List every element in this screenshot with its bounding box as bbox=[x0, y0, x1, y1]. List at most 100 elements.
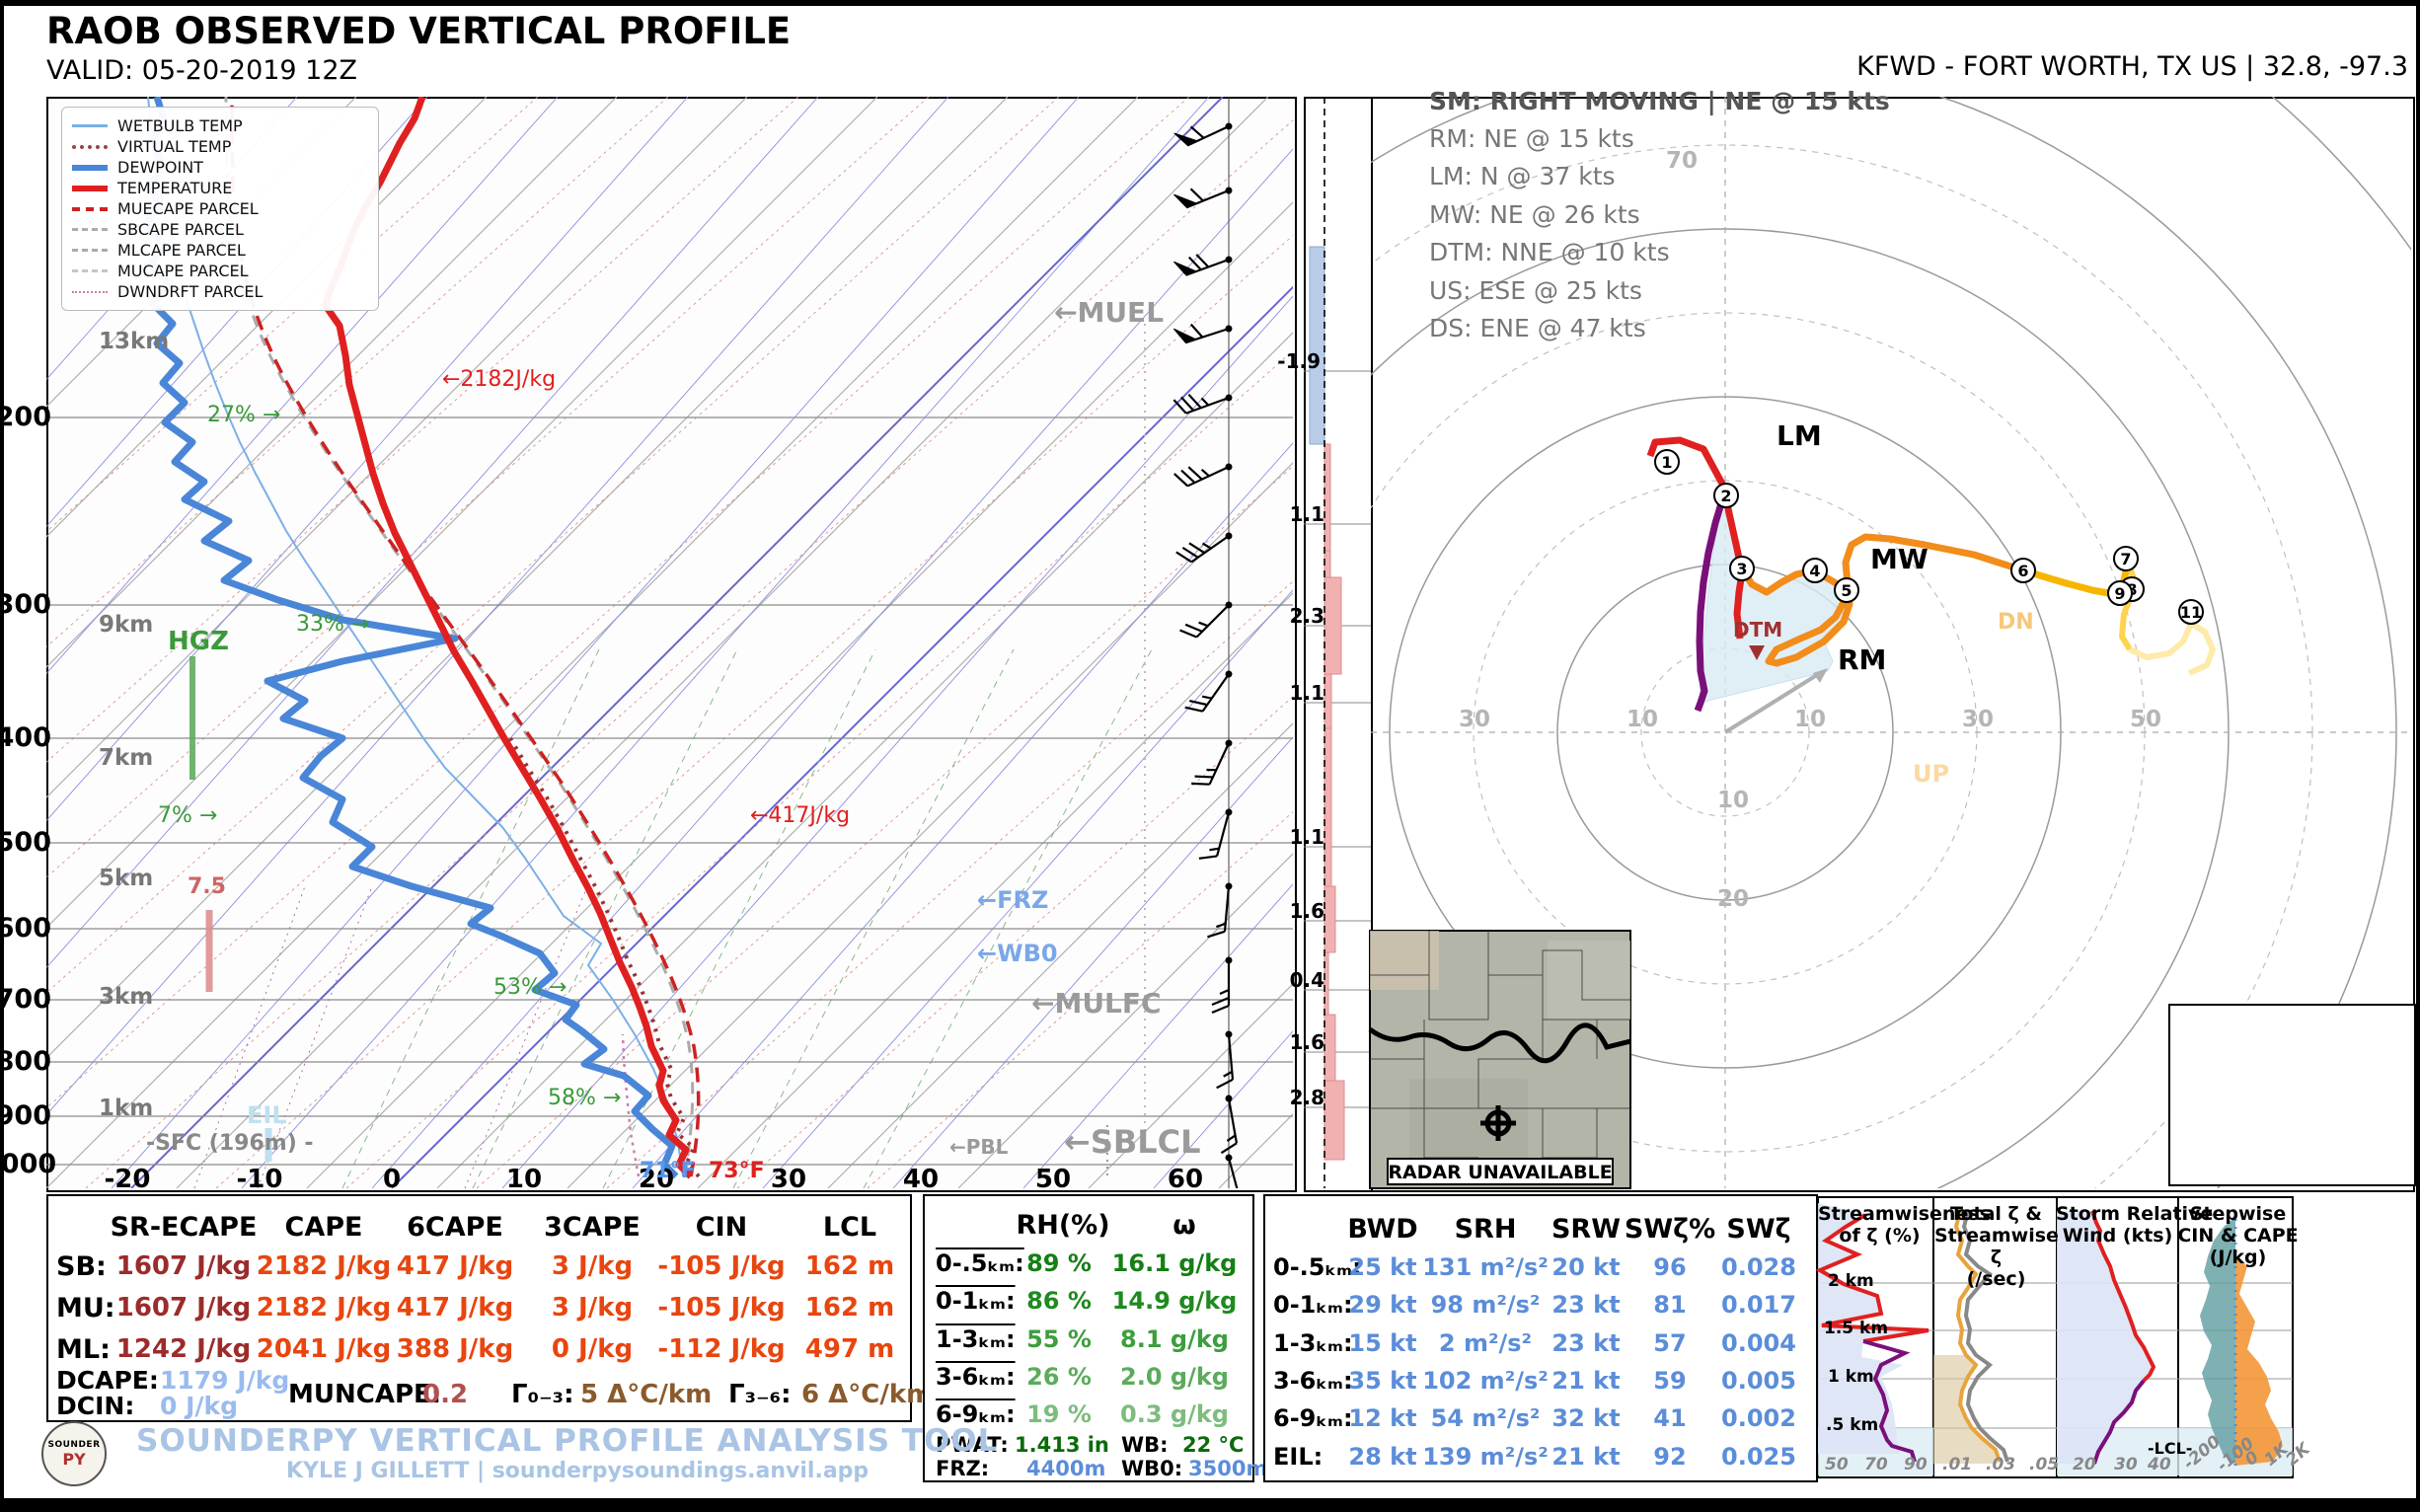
hodo-trace-pale bbox=[2128, 621, 2216, 676]
sb-3cape: 3 J/kg bbox=[551, 1251, 634, 1281]
legend-item: DEWPOINT bbox=[72, 157, 368, 178]
omega-value: -1.9 bbox=[1277, 349, 1321, 373]
hodo-marker-7km: 7 bbox=[2113, 546, 2139, 571]
omega-header: ω bbox=[1172, 1210, 1196, 1241]
logo-text-top: SOUNDER bbox=[47, 1439, 101, 1450]
mw-line: MW: NE @ 26 kts bbox=[1429, 200, 1640, 229]
rh-value: 89 % bbox=[1026, 1249, 1092, 1277]
kin-header: SWζ bbox=[1726, 1214, 1791, 1245]
sblcl-label: ←SBLCL bbox=[1064, 1123, 1201, 1161]
dcin-value: 0 J/kg bbox=[160, 1392, 239, 1420]
kin-header: BWD bbox=[1347, 1214, 1418, 1245]
row-label-sb: SB: bbox=[56, 1251, 107, 1282]
ring-30-right: 30 bbox=[1962, 707, 1995, 732]
dn-label: DN bbox=[1998, 610, 2034, 635]
ds-line: DS: ENE @ 47 kts bbox=[1429, 314, 1646, 342]
mlcape-line-swatch bbox=[72, 249, 108, 252]
storm-motion-arrow bbox=[1723, 668, 1828, 734]
p2-tick: .05 bbox=[2029, 1455, 2060, 1474]
valid-time: VALID: 05-20-2019 12Z bbox=[46, 55, 358, 86]
ring-30-left: 30 bbox=[1459, 707, 1491, 732]
virtual-temp-line-swatch bbox=[72, 144, 108, 149]
mixr-value: 0.3 g/kg bbox=[1120, 1400, 1229, 1428]
km-label-5: 5km bbox=[99, 866, 154, 891]
kin-swz: 0.005 bbox=[1721, 1367, 1796, 1395]
km-label-3: 3km bbox=[99, 984, 154, 1010]
kin-swz: 0.028 bbox=[1721, 1253, 1796, 1281]
hodo-marker-11km: 11 bbox=[2178, 599, 2204, 625]
kin-srw: 20 kt bbox=[1551, 1253, 1621, 1281]
p2-tick: .01 bbox=[1942, 1455, 1973, 1474]
hodo-marker-4km: 4 bbox=[1802, 558, 1828, 583]
kin-swp: 81 bbox=[1653, 1291, 1687, 1319]
ml-6cape: 388 J/kg bbox=[396, 1334, 514, 1364]
mini-panels-plot bbox=[1815, 1196, 2294, 1478]
rh-value: 19 % bbox=[1026, 1400, 1092, 1428]
mixing-ratio-lines bbox=[193, 885, 588, 1188]
mu-3cape: 3 J/kg bbox=[551, 1293, 634, 1323]
kin-srw: 32 kt bbox=[1551, 1404, 1621, 1432]
p1-tick: 90 bbox=[1904, 1455, 1928, 1474]
legend-label: SBCAPE PARCEL bbox=[117, 220, 244, 239]
legend-item: SBCAPE PARCEL bbox=[72, 219, 368, 240]
rh-row-label: 0-1ₖₘ: bbox=[936, 1287, 1016, 1315]
p1-tick: 50 bbox=[1825, 1455, 1849, 1474]
rh-row-label: 0-.5ₖₘ: bbox=[936, 1249, 1024, 1277]
surface-temp-label: 73°F bbox=[709, 1159, 765, 1183]
kin-bwd: 12 kt bbox=[1348, 1404, 1417, 1432]
height-label-2km: 2 km bbox=[1828, 1271, 1874, 1291]
omega-value: 0.4 bbox=[1289, 968, 1324, 992]
panel2-title-line2: Streamwise ζ bbox=[1934, 1225, 2059, 1268]
lapse36-value: 6 Δ°C/km bbox=[801, 1380, 934, 1409]
panel4-title: Stepwise CIN & CAPE (J/kg) bbox=[2176, 1203, 2300, 1268]
pbl-label: ←PBL bbox=[949, 1135, 1009, 1159]
radar-unavailable-box bbox=[1387, 1158, 1614, 1185]
total-vorticity-line bbox=[1961, 1210, 2009, 1463]
kin-bwd: 29 kt bbox=[1348, 1291, 1417, 1319]
muncape-label: MUNCAPE: bbox=[288, 1380, 442, 1409]
mixr-value: 2.0 g/kg bbox=[1120, 1363, 1229, 1391]
kin-bwd: 15 kt bbox=[1348, 1329, 1417, 1357]
rh-row-label: 1-3ₖₘ: bbox=[936, 1325, 1016, 1353]
sounderpy-logo: SOUNDER PY bbox=[41, 1421, 107, 1486]
panel1-title: Streamwiseness of ζ (%) bbox=[1818, 1203, 1991, 1247]
rh7-label: 7% → bbox=[158, 803, 218, 828]
row-label-mu: MU: bbox=[56, 1293, 115, 1323]
rh-value: 26 % bbox=[1026, 1363, 1092, 1391]
wb-label: WB: bbox=[1121, 1433, 1169, 1457]
col-header: CIN bbox=[695, 1212, 748, 1243]
sb-lcl: 162 m bbox=[804, 1251, 895, 1281]
frz-row-label: FRZ: bbox=[936, 1457, 990, 1480]
pressure-tick-600: 600 bbox=[0, 913, 51, 944]
legend-item: MUECAPE PARCEL bbox=[72, 198, 368, 219]
temp-tick: 10 bbox=[505, 1165, 543, 1194]
omega-value: 2.8 bbox=[1289, 1086, 1324, 1109]
page-title: RAOB OBSERVED VERTICAL PROFILE bbox=[46, 10, 792, 52]
up-label: UP bbox=[1913, 760, 1950, 788]
srw-fill bbox=[2057, 1211, 2154, 1464]
rm-label: RM bbox=[1838, 643, 1887, 676]
kin-srh: 2 m²/s² bbox=[1438, 1329, 1533, 1357]
omega-plot bbox=[1304, 97, 1371, 1188]
srh-area-fill bbox=[1699, 492, 1851, 704]
temp-tick: -10 bbox=[236, 1165, 283, 1194]
temp-tick: 20 bbox=[638, 1165, 675, 1194]
ring-20-bottom: 20 bbox=[1717, 886, 1750, 912]
dtm-label: DTM bbox=[1733, 618, 1783, 642]
rh-header: RH(%) bbox=[1016, 1210, 1110, 1241]
kin-swp: 41 bbox=[1653, 1404, 1687, 1432]
radar-map bbox=[1368, 930, 1631, 1189]
ring-10-left: 10 bbox=[1626, 707, 1659, 732]
panel2-title-line3: (/sec) bbox=[1966, 1268, 2026, 1290]
legend-label: TEMPERATURE bbox=[117, 179, 233, 197]
kin-row-label: 6-9ₖₘ: bbox=[1273, 1404, 1353, 1432]
kin-srh: 102 m²/s² bbox=[1422, 1367, 1549, 1395]
frame-left bbox=[0, 0, 4, 1512]
panel4-title-line3: (J/kg) bbox=[2209, 1247, 2267, 1268]
us-line: US: ESE @ 25 kts bbox=[1429, 276, 1642, 305]
col-header: 6CAPE bbox=[407, 1212, 503, 1243]
kin-swp: 96 bbox=[1653, 1253, 1687, 1281]
panel2-title: Total ζ & Streamwise ζ (/sec) bbox=[1934, 1203, 2059, 1290]
wb0-label: ←WB0 bbox=[977, 940, 1058, 967]
